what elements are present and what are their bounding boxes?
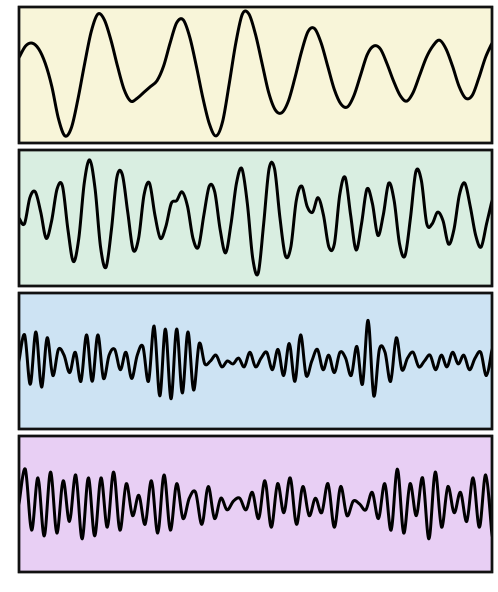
panel-2 [17,148,494,288]
panel-3-waveform [19,318,492,401]
panel-4 [17,434,494,574]
panel-1-border [17,5,494,145]
panel-2-border [17,148,494,288]
panel-2-waveform [19,158,492,277]
panel-4-border [17,434,494,574]
panel-3 [17,291,494,431]
panel-2-background [17,148,494,288]
panel-1-waveform [19,9,492,138]
panel-4-waveform [19,467,492,541]
panel-1 [17,5,494,145]
panel-3-border [17,291,494,431]
